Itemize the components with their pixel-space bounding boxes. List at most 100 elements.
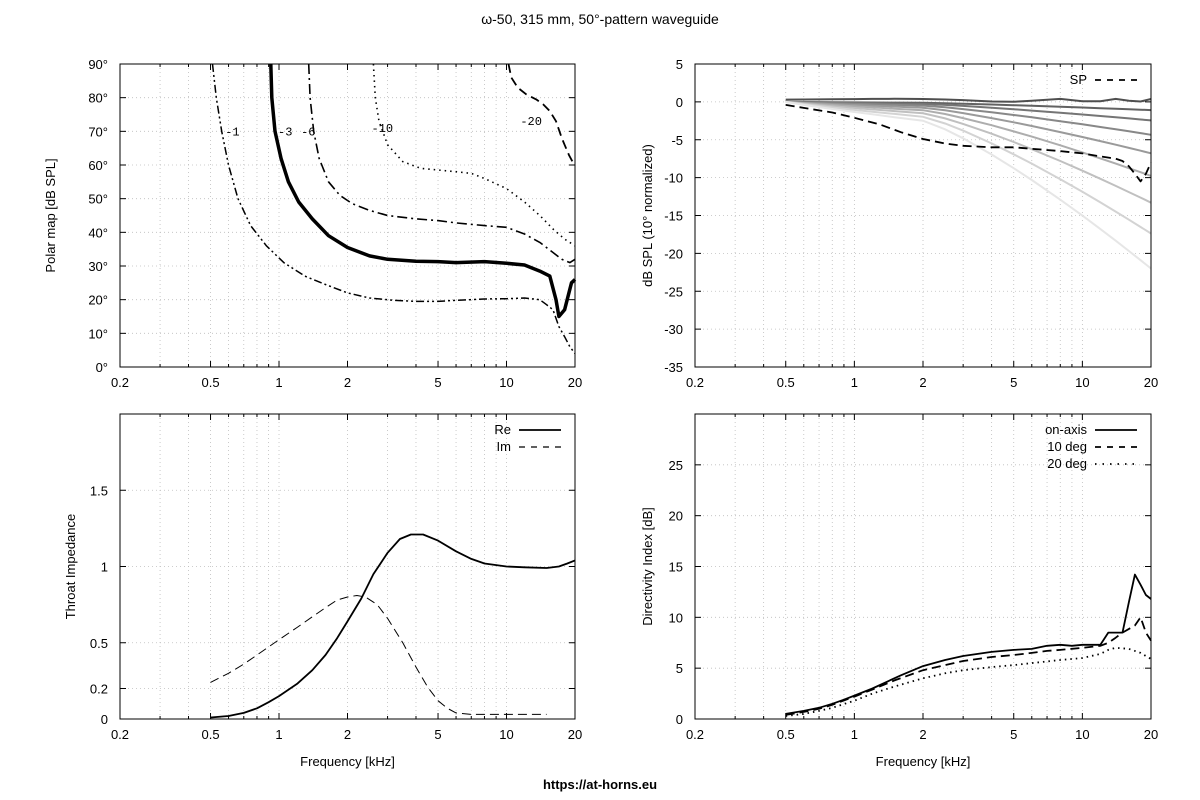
polar-map-chart: -1 -3 -6 -10 -20 0.2 0.5 1 2 5 10 20 0° 10° 20° 30° 40° 5… bbox=[43, 57, 582, 390]
y-tick-label: 5 bbox=[676, 661, 683, 676]
x-tick-label: 1 bbox=[851, 375, 858, 390]
y-axis-title: dB SPL (10° normalized) bbox=[640, 144, 655, 287]
y-tick-label: 0 bbox=[101, 712, 108, 727]
y-tick-label: 20 bbox=[669, 509, 683, 524]
axis-ticks: 0.2 0.5 1 2 5 10 20 0° 10° 20° 30° 40° 50° 60° 70° 80° 9… bbox=[88, 57, 582, 390]
y-tick-label: -25 bbox=[664, 284, 683, 299]
x-tick-label: 2 bbox=[344, 375, 351, 390]
angle-curve bbox=[785, 100, 1152, 235]
x-tick-label: 1 bbox=[275, 727, 282, 742]
y-tick-label: -15 bbox=[664, 209, 683, 224]
x-tick-label: 2 bbox=[344, 727, 351, 742]
grid bbox=[120, 64, 575, 367]
x-tick-label: 20 bbox=[568, 727, 582, 742]
series-line-0 bbox=[210, 533, 576, 719]
legend: Re Im bbox=[494, 422, 561, 454]
y-tick-label: 90° bbox=[88, 57, 108, 72]
series-group bbox=[785, 573, 1152, 717]
x-axis-title: Frequency [kHz] bbox=[300, 754, 395, 769]
grid bbox=[120, 414, 575, 719]
y-tick-label: -20 bbox=[664, 246, 683, 261]
legend-label: SP bbox=[1070, 72, 1087, 87]
y-tick-label: 15 bbox=[669, 560, 683, 575]
grid bbox=[695, 64, 1151, 367]
series-group bbox=[210, 533, 576, 719]
spl-normalized-chart: 0.2 0.5 1 2 5 10 20 -35 -30 -25 -20 -15 -10 -5 0 5 dB SP… bbox=[640, 57, 1158, 390]
grid bbox=[695, 414, 1151, 719]
angle-curve bbox=[785, 100, 1152, 204]
x-tick-label: 5 bbox=[434, 375, 441, 390]
legend: on-axis 10 deg 20 deg bbox=[1045, 422, 1137, 471]
x-tick-label: 10 bbox=[1075, 727, 1089, 742]
y-tick-label: 20° bbox=[88, 293, 108, 308]
x-tick-label: 0.2 bbox=[111, 375, 129, 390]
legend: SP bbox=[1070, 72, 1137, 87]
angle-curves bbox=[785, 97, 1152, 270]
series-line-1 bbox=[785, 616, 1152, 716]
series-line-2 bbox=[307, 63, 576, 264]
y-tick-label: 10 bbox=[669, 610, 683, 625]
x-tick-label: 0.5 bbox=[777, 375, 795, 390]
x-tick-label: 2 bbox=[919, 727, 926, 742]
series-line-0 bbox=[211, 63, 576, 354]
y-tick-label: 0.2 bbox=[90, 682, 108, 697]
x-tick-label: 1 bbox=[275, 375, 282, 390]
axis-ticks: 0.2 0.5 1 2 5 10 20 -35 -30 -25 -20 -15 -10 -5 0 5 bbox=[664, 57, 1158, 390]
y-tick-label: 60° bbox=[88, 158, 108, 173]
series-line-0 bbox=[785, 573, 1152, 715]
y-tick-label: 0° bbox=[96, 360, 108, 375]
x-tick-label: 5 bbox=[434, 727, 441, 742]
x-tick-label: 10 bbox=[499, 375, 513, 390]
y-tick-label: 30° bbox=[88, 259, 108, 274]
y-tick-label: -35 bbox=[664, 360, 683, 375]
x-tick-label: 20 bbox=[1144, 375, 1158, 390]
series-group bbox=[785, 104, 1152, 183]
x-tick-label: 0.2 bbox=[111, 727, 129, 742]
y-tick-label: 10° bbox=[88, 326, 108, 341]
legend-label: Re bbox=[494, 422, 511, 437]
figure-title: ω-50, 315 mm, 50°-pattern waveguide bbox=[481, 11, 719, 27]
y-tick-label: 0 bbox=[676, 712, 683, 727]
y-tick-label: 50° bbox=[88, 192, 108, 207]
y-tick-label: 5 bbox=[676, 57, 683, 72]
series-line-3 bbox=[372, 63, 576, 247]
y-tick-label: -30 bbox=[664, 322, 683, 337]
x-tick-label: 0.5 bbox=[201, 375, 219, 390]
y-tick-label: 25 bbox=[669, 458, 683, 473]
y-tick-label: 40° bbox=[88, 225, 108, 240]
legend-label: 10 deg bbox=[1047, 439, 1087, 454]
footer-url: https://at-horns.eu bbox=[543, 777, 657, 792]
x-tick-label: 20 bbox=[568, 375, 582, 390]
y-tick-label: 1.5 bbox=[90, 483, 108, 498]
contour-label: -6 bbox=[301, 125, 315, 139]
x-tick-label: 20 bbox=[1144, 727, 1158, 742]
x-tick-label: 0.5 bbox=[201, 727, 219, 742]
x-tick-label: 5 bbox=[1010, 727, 1017, 742]
x-tick-label: 10 bbox=[499, 727, 513, 742]
series-line-0 bbox=[785, 104, 1152, 183]
y-tick-label: -10 bbox=[664, 171, 683, 186]
y-axis-title: Throat Impedance bbox=[63, 514, 78, 620]
contour-label: -20 bbox=[520, 115, 542, 129]
legend-label: Im bbox=[497, 439, 511, 454]
legend-label: on-axis bbox=[1045, 422, 1087, 437]
y-tick-label: 80° bbox=[88, 91, 108, 106]
y-tick-label: -5 bbox=[671, 133, 683, 148]
series-line-4 bbox=[507, 63, 576, 166]
contour-label: -1 bbox=[225, 125, 239, 139]
y-axis-title: Polar map [dB SPL] bbox=[43, 158, 58, 272]
angle-curve bbox=[785, 97, 1152, 103]
series-group: -1 -3 -6 -10 -20 bbox=[211, 63, 577, 354]
plot-frame bbox=[119, 63, 576, 368]
angle-curve bbox=[785, 100, 1152, 177]
x-tick-label: 0.5 bbox=[777, 727, 795, 742]
y-tick-label: 0 bbox=[676, 95, 683, 110]
x-axis-title: Frequency [kHz] bbox=[876, 754, 971, 769]
contour-label: -10 bbox=[372, 122, 394, 136]
y-tick-label: 1 bbox=[101, 560, 108, 575]
x-tick-label: 5 bbox=[1010, 375, 1017, 390]
series-line-1 bbox=[269, 63, 577, 319]
